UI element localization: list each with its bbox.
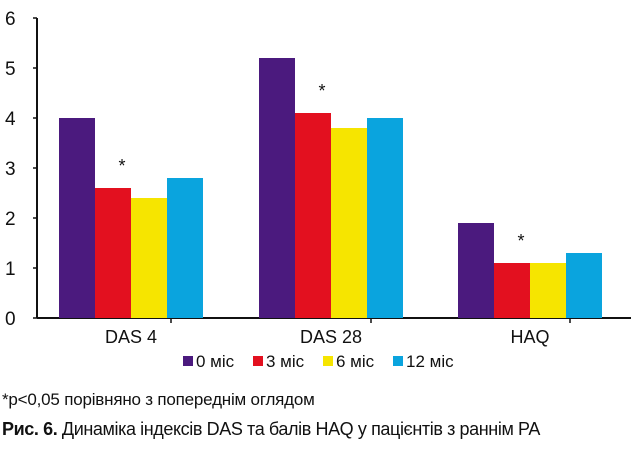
bar-chart: 0 1 2 3 4 5 6 DAS 4 DAS 28 HAQ * * * 0 міс 3 міс 6 м… bbox=[5, 9, 631, 371]
legend-label: 6 міс bbox=[336, 352, 375, 371]
y-tick-label: 2 bbox=[5, 209, 16, 230]
y-axis: 0 1 2 3 4 5 6 bbox=[5, 9, 38, 330]
bar bbox=[530, 263, 566, 318]
bar bbox=[59, 118, 95, 318]
bars bbox=[59, 58, 602, 318]
legend-swatch bbox=[253, 356, 263, 366]
bar bbox=[494, 263, 530, 318]
footnote: *p<0,05 порівняно з попереднім оглядом bbox=[2, 390, 315, 409]
x-tick-label: DAS 4 bbox=[105, 327, 157, 347]
bar bbox=[259, 58, 295, 318]
bar bbox=[458, 223, 494, 318]
bar bbox=[566, 253, 602, 318]
significance-markers: * * * bbox=[118, 81, 524, 251]
legend-swatch bbox=[323, 356, 333, 366]
y-tick-label: 6 bbox=[5, 9, 16, 30]
x-axis: DAS 4 DAS 28 HAQ bbox=[37, 317, 631, 347]
significance-marker: * bbox=[118, 156, 125, 176]
figure-caption: Рис. 6. Динаміка індексів DAS та балів H… bbox=[2, 418, 540, 440]
legend-label: 3 міс bbox=[266, 352, 305, 371]
y-tick-label: 4 bbox=[5, 109, 16, 130]
legend-label: 0 міс bbox=[196, 352, 235, 371]
legend: 0 міс 3 міс 6 міс 12 міс bbox=[183, 352, 454, 371]
legend-label: 12 міс bbox=[406, 352, 454, 371]
y-tick-label: 3 bbox=[5, 159, 16, 180]
legend-swatch bbox=[183, 356, 193, 366]
caption-label: Рис. 6. bbox=[2, 419, 58, 439]
x-tick-label: DAS 28 bbox=[300, 327, 362, 347]
x-tick-label: HAQ bbox=[510, 327, 549, 347]
significance-marker: * bbox=[517, 231, 524, 251]
caption-text: Динаміка індексів DAS та балів HAQ у пац… bbox=[57, 419, 541, 439]
bar bbox=[331, 128, 367, 318]
y-tick-label: 1 bbox=[5, 259, 16, 280]
y-tick-label: 0 bbox=[5, 309, 16, 330]
legend-swatch bbox=[393, 356, 403, 366]
bar bbox=[95, 188, 131, 318]
bar bbox=[167, 178, 203, 318]
bar bbox=[131, 198, 167, 318]
bar bbox=[367, 118, 403, 318]
significance-marker: * bbox=[318, 81, 325, 101]
y-tick-label: 5 bbox=[5, 59, 16, 80]
bar bbox=[295, 113, 331, 318]
